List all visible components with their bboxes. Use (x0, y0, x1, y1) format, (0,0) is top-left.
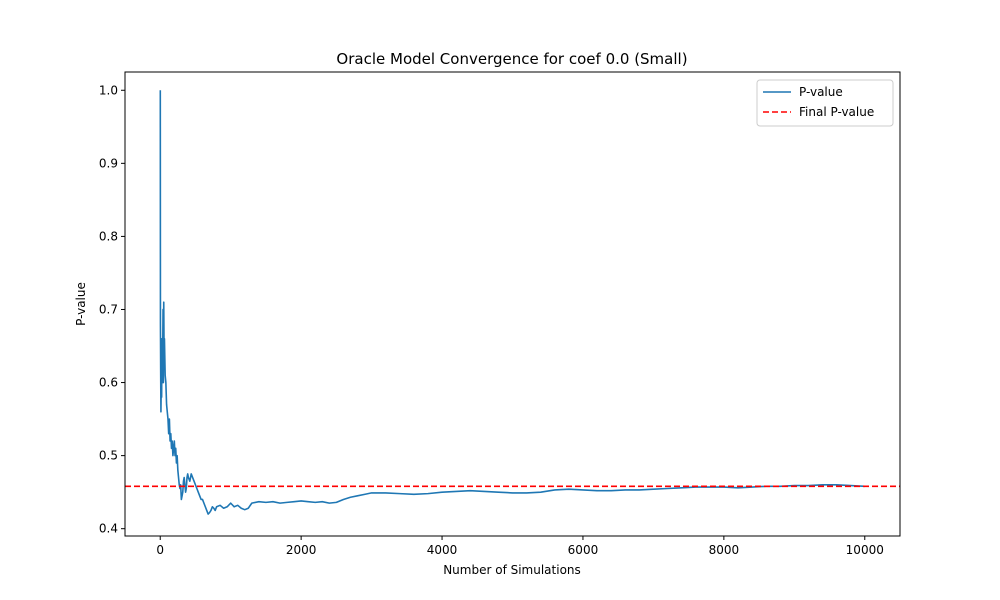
x-tick-label: 6000 (568, 543, 599, 557)
y-tick-label: 1.0 (99, 83, 118, 97)
y-tick-label: 0.6 (99, 376, 118, 390)
y-tick-label: 0.7 (99, 302, 118, 316)
y-axis-title: P-value (74, 282, 88, 326)
y-tick-label: 0.4 (99, 522, 118, 536)
series-line-pvalue (159, 90, 865, 515)
y-tick-label: 0.8 (99, 229, 118, 243)
y-tick-label: 0.5 (99, 449, 118, 463)
x-tick-label: 0 (156, 543, 164, 557)
x-tick-label: 10000 (846, 543, 884, 557)
legend-label: P-value (799, 85, 843, 99)
x-tick-label: 4000 (427, 543, 458, 557)
y-tick-label: 0.9 (99, 156, 118, 170)
chart-title: Oracle Model Convergence for coef 0.0 (S… (336, 50, 687, 68)
plot-area: 0 2000 4000 6000 8000 10000 0.4 0.5 0.6 0.7 0.8 0.9… (99, 71, 901, 557)
x-axis-title: Number of Simulations (443, 563, 581, 577)
x-tick-label: 8000 (709, 543, 740, 557)
axes-frame (124, 71, 901, 537)
x-tick-label: 2000 (286, 543, 317, 557)
legend: P-value Final P-value (756, 79, 894, 127)
legend-label: Final P-value (799, 105, 874, 119)
